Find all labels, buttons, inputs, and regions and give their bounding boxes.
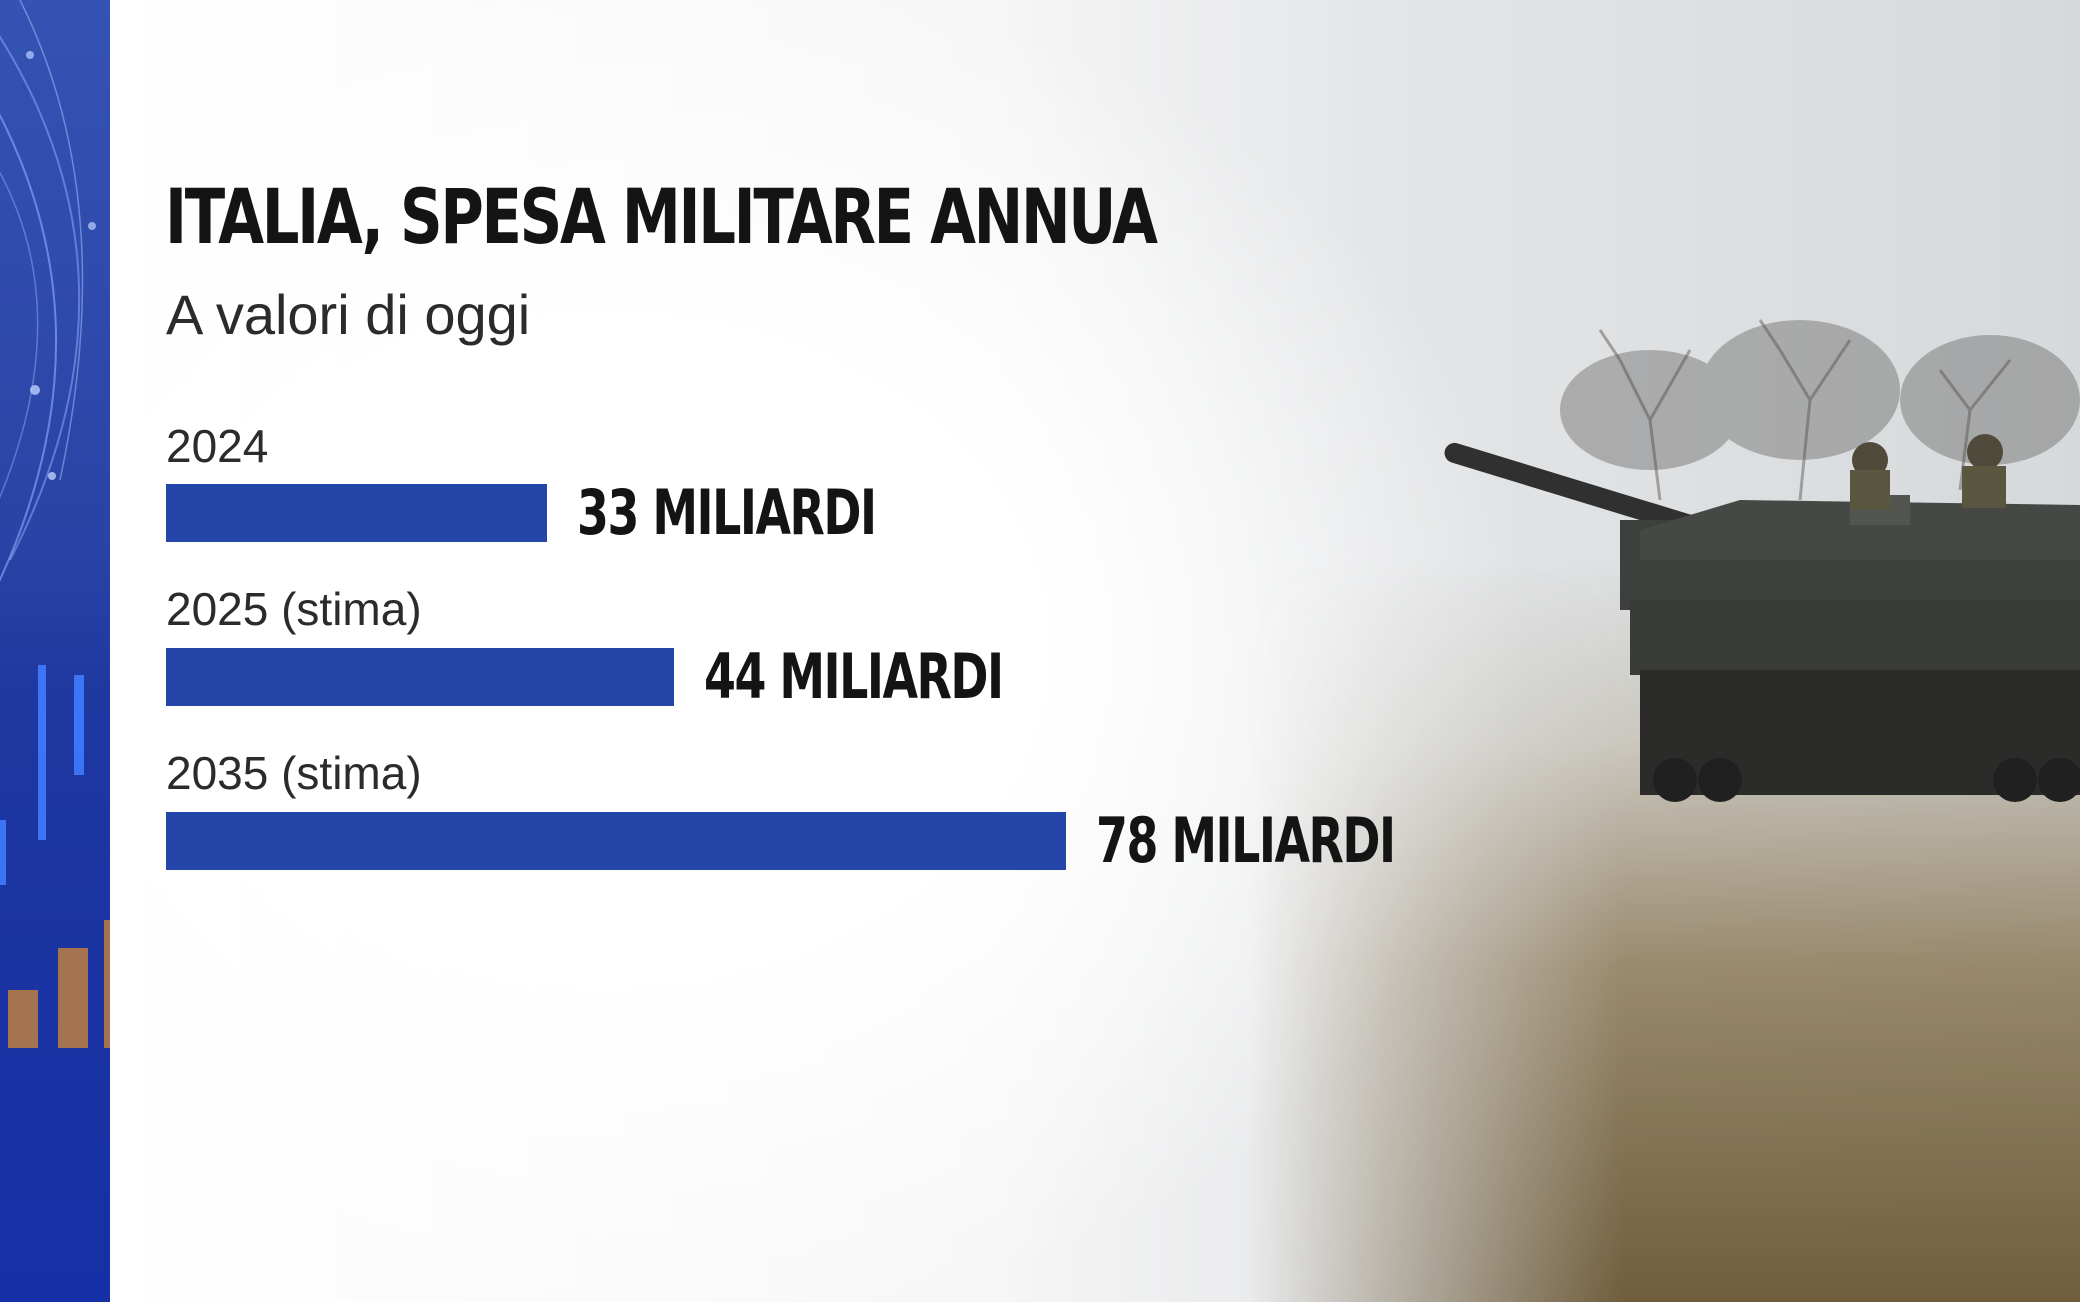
bar <box>166 812 1066 870</box>
side-decor-panel <box>0 0 110 1302</box>
chart-title: ITALIA, SPESA MILITARE ANNUA <box>165 172 1158 261</box>
value-label: 33 MILIARDI <box>577 476 877 549</box>
category-label: 2025 (stima) <box>166 583 422 635</box>
value-label: 78 MILIARDI <box>1096 804 1396 877</box>
side-decor-graphic <box>0 0 110 1048</box>
bar <box>166 484 547 542</box>
category-label: 2024 <box>166 420 269 472</box>
category-label: 2035 (stima) <box>166 747 422 799</box>
bar <box>166 648 674 706</box>
chart-subtitle: A valori di oggi <box>166 283 531 346</box>
value-label: 44 MILIARDI <box>704 640 1004 713</box>
